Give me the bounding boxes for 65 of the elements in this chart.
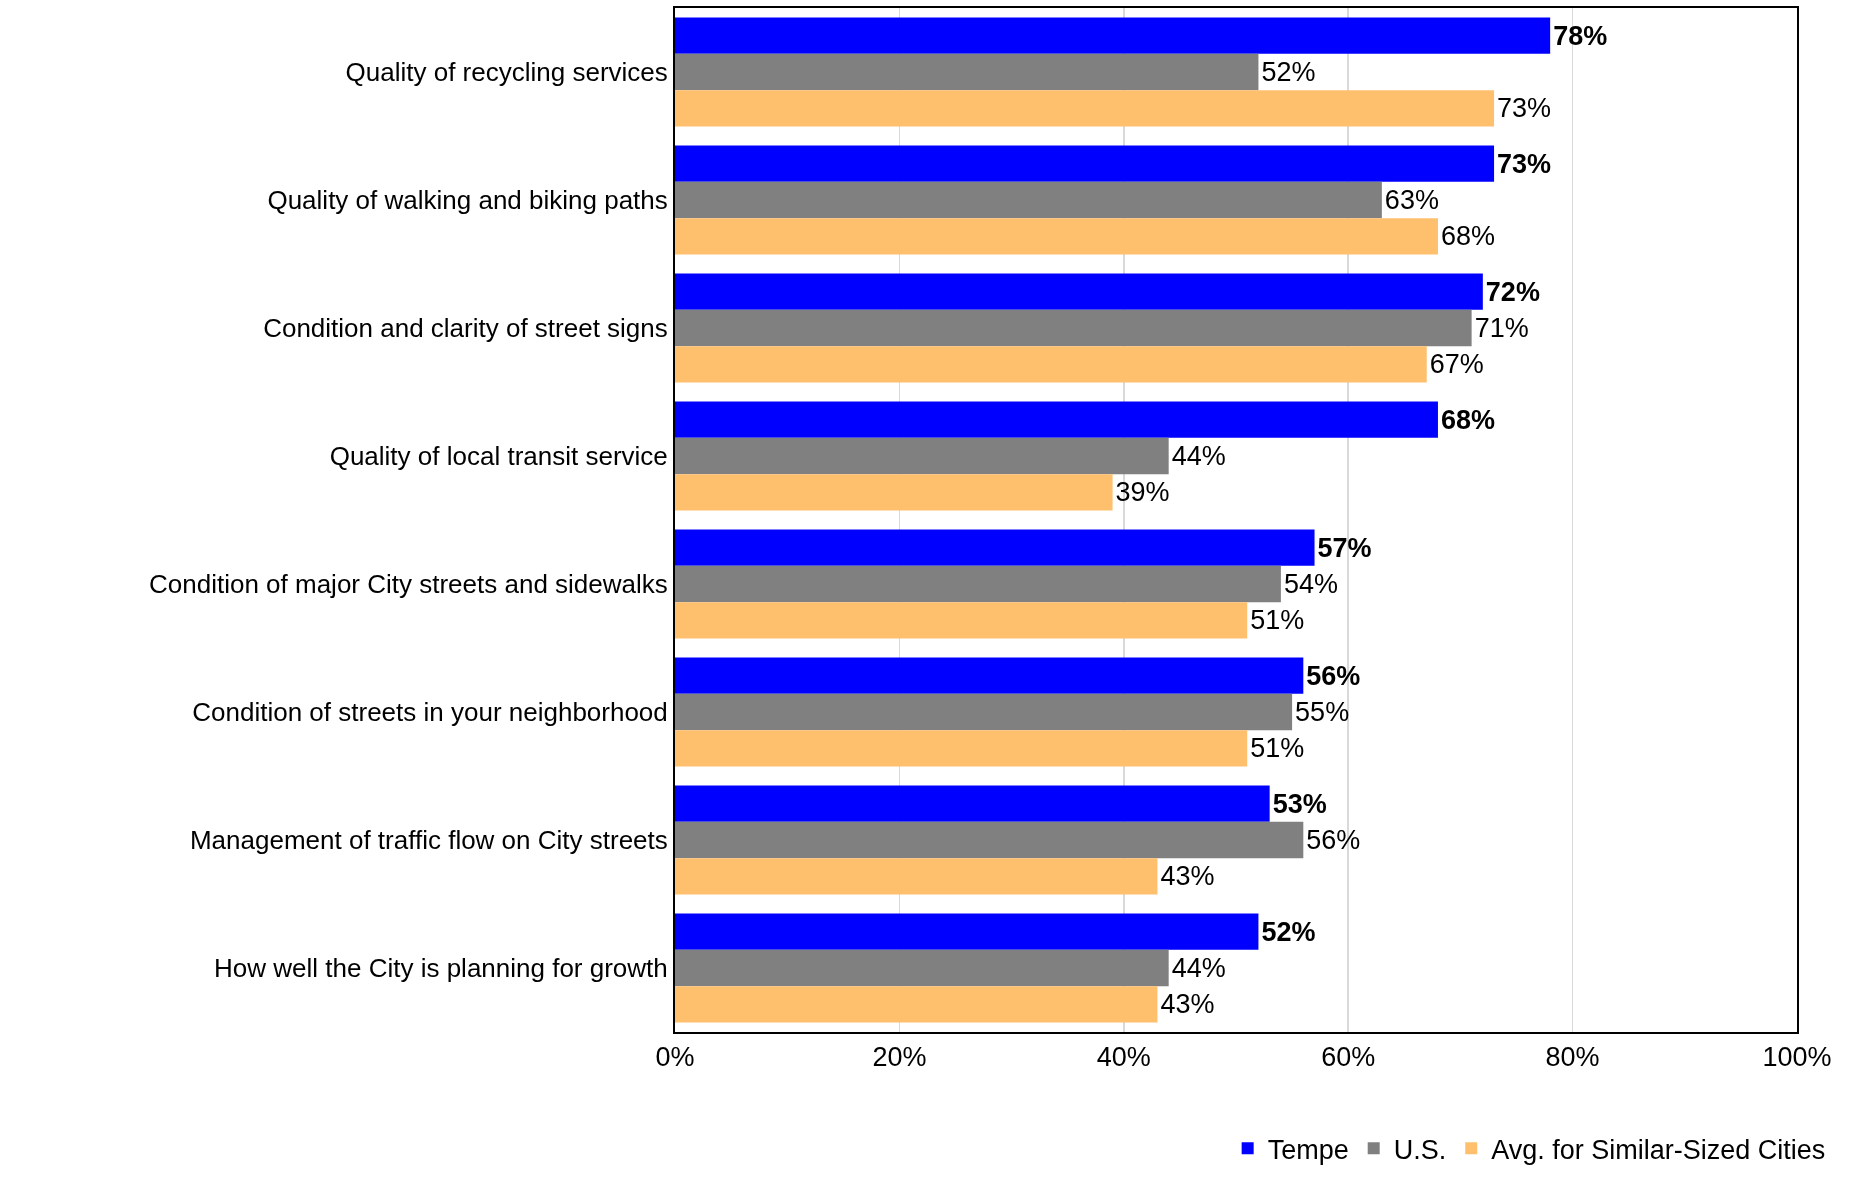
x-tick-label: 20% — [872, 1042, 927, 1073]
data-label: 52% — [1261, 57, 1316, 87]
bar — [675, 90, 1495, 127]
data-label: 52% — [1261, 916, 1316, 947]
bar — [675, 693, 1293, 731]
data-label: 51% — [1250, 605, 1305, 636]
data-label: 39% — [1115, 477, 1170, 508]
x-tick-label: 100% — [1762, 1042, 1832, 1073]
data-label: 43% — [1160, 861, 1215, 892]
data-label: 67% — [1429, 349, 1484, 380]
x-tick-label: 0% — [655, 1042, 695, 1073]
data-label: 55% — [1295, 697, 1350, 727]
data-label: 56% — [1306, 660, 1361, 691]
bar — [675, 529, 1315, 566]
data-label: 43% — [1160, 989, 1215, 1020]
legend-label: Avg. for Similar-Sized Cities — [1491, 1134, 1826, 1165]
y-tick-label: Condition of major City streets and sidewalks — [149, 569, 668, 600]
bar — [675, 309, 1472, 347]
data-label: 73% — [1497, 148, 1552, 179]
data-label: 44% — [1171, 953, 1226, 983]
data-label: 78% — [1553, 20, 1608, 51]
data-label: 54% — [1283, 569, 1338, 599]
x-tick-label: 60% — [1321, 1042, 1376, 1073]
bar — [675, 858, 1158, 895]
bar — [675, 821, 1304, 859]
bar — [675, 218, 1438, 255]
y-tick-label: Condition and clarity of street signs — [263, 313, 668, 344]
bar — [675, 785, 1270, 822]
bar — [675, 145, 1495, 182]
bar — [675, 474, 1113, 511]
data-label: 68% — [1440, 221, 1496, 252]
bar — [675, 437, 1169, 475]
bar — [675, 602, 1248, 639]
bar — [675, 565, 1281, 603]
bar — [675, 17, 1551, 54]
data-label: 56% — [1306, 825, 1361, 855]
data-label: 73% — [1497, 93, 1552, 124]
data-label: 51% — [1250, 733, 1305, 764]
bar — [675, 986, 1158, 1023]
bar — [675, 657, 1304, 694]
data-label: 71% — [1474, 313, 1529, 343]
data-label: 63% — [1384, 185, 1439, 215]
bar — [675, 913, 1259, 950]
bar — [675, 949, 1169, 987]
y-tick-label: Condition of streets in your neighborhood — [192, 697, 668, 728]
data-label: 68% — [1440, 404, 1496, 435]
bar — [675, 181, 1382, 219]
y-tick-label: How well the City is planning for growth — [214, 953, 668, 984]
bar — [675, 53, 1259, 91]
y-tick-label: Management of traffic flow on City streets — [189, 825, 668, 856]
bar — [675, 401, 1438, 438]
x-tick-label: 40% — [1096, 1042, 1151, 1073]
legend-label: U.S. — [1393, 1134, 1447, 1165]
bar — [675, 730, 1248, 767]
y-tick-label: Quality of walking and biking paths — [267, 185, 668, 216]
data-label: 53% — [1272, 788, 1327, 819]
data-label: 57% — [1317, 532, 1372, 563]
y-tick-label: Quality of recycling services — [345, 57, 668, 88]
data-label: 44% — [1171, 441, 1226, 471]
legend-label: Tempe — [1267, 1134, 1349, 1165]
data-label: 72% — [1485, 276, 1540, 307]
x-tick-label: 80% — [1545, 1042, 1600, 1073]
bar — [675, 273, 1483, 310]
bar — [675, 346, 1427, 383]
y-tick-label: Quality of local transit service — [329, 441, 668, 472]
